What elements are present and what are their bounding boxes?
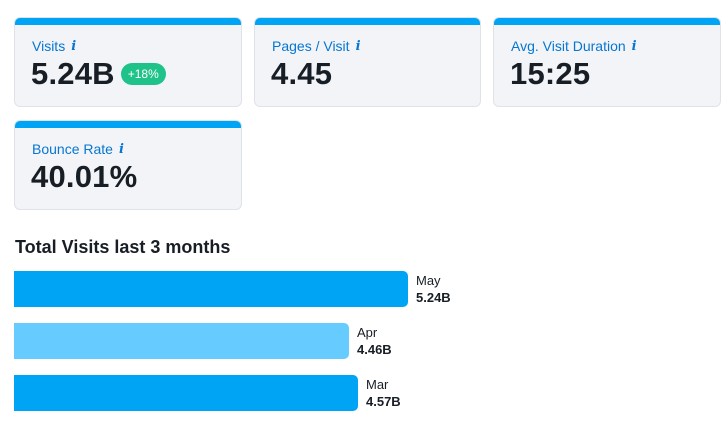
avg-visit-duration-label-row: Avg. Visit Duration i xyxy=(511,38,637,54)
card-accent-bar xyxy=(494,18,720,25)
visits-card: Visits i 5.24B +18% xyxy=(14,17,242,107)
visits-label-row: Visits i xyxy=(32,38,76,54)
bar-label-mar: Mar 4.57B xyxy=(366,376,401,410)
visits-value: 5.24B xyxy=(31,56,115,91)
bar-label-apr: Apr 4.46B xyxy=(357,324,392,358)
info-icon[interactable]: i xyxy=(355,38,361,54)
pages-per-visit-label-row: Pages / Visit i xyxy=(272,38,361,54)
pages-per-visit-label: Pages / Visit xyxy=(272,38,350,54)
visits-label: Visits xyxy=(32,38,66,54)
bar-category-label: Mar xyxy=(366,377,389,392)
bar-may[interactable] xyxy=(14,271,408,307)
bar-category-label: Apr xyxy=(357,325,378,340)
avg-visit-duration-label: Avg. Visit Duration xyxy=(511,38,626,54)
bounce-rate-label: Bounce Rate xyxy=(32,141,113,157)
bar-label-may: May 5.24B xyxy=(416,272,451,306)
bar-category-label: May xyxy=(416,273,441,288)
bar-value-label: 5.24B xyxy=(416,290,451,305)
bar-mar[interactable] xyxy=(14,375,358,411)
card-accent-bar xyxy=(15,18,241,25)
pages-per-visit-value: 4.45 xyxy=(271,56,333,91)
bounce-rate-label-row: Bounce Rate i xyxy=(32,141,124,157)
bar-value-label: 4.46B xyxy=(357,342,392,357)
chart-title: Total Visits last 3 months xyxy=(15,237,231,257)
card-accent-bar xyxy=(15,121,241,128)
bar-apr[interactable] xyxy=(14,323,349,359)
info-icon[interactable]: i xyxy=(631,38,637,54)
avg-visit-duration-card: Avg. Visit Duration i 15:25 xyxy=(493,17,721,107)
bar-value-label: 4.57B xyxy=(366,394,401,409)
info-icon[interactable]: i xyxy=(71,38,77,54)
avg-visit-duration-value: 15:25 xyxy=(510,56,591,91)
pages-per-visit-card: Pages / Visit i 4.45 xyxy=(254,17,481,107)
card-accent-bar xyxy=(255,18,480,25)
visits-change-badge: +18% xyxy=(120,63,166,85)
bounce-rate-value: 40.01% xyxy=(31,159,138,194)
bounce-rate-card: Bounce Rate i 40.01% xyxy=(14,120,242,210)
info-icon[interactable]: i xyxy=(118,141,124,157)
visits-value-row: 5.24B +18% xyxy=(31,56,166,92)
